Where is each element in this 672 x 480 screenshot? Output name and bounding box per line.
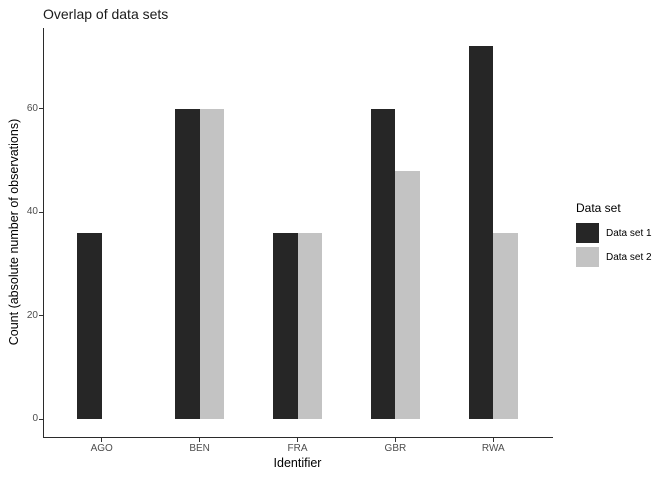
x-tick-mark [101, 438, 103, 442]
legend: Data set Data set 1 Data set 2 [576, 201, 652, 271]
legend-swatch [576, 247, 599, 267]
bar-rwa-series-2 [493, 232, 518, 419]
y-axis-title: Count (absolute number of observations) [7, 118, 21, 346]
chart-title: Overlap of data sets [43, 6, 169, 22]
bar-gbr-series-2 [395, 170, 420, 419]
x-tick-mark [199, 438, 201, 442]
x-axis-title: Identifier [273, 456, 322, 470]
x-tick-label: FRA [287, 443, 308, 454]
x-tick-label: GBR [384, 443, 407, 454]
legend-item-2: Data set 2 [576, 247, 652, 267]
legend-items: Data set 1 Data set 2 [576, 223, 652, 267]
y-tick-label: 0 [32, 413, 38, 424]
x-tick-label: AGO [90, 443, 113, 454]
legend-item-label: Data set 2 [606, 251, 652, 263]
y-tick-label: 60 [26, 102, 38, 114]
plot-panel [43, 28, 553, 438]
bar-ben-series-1 [175, 108, 200, 419]
y-tick-mark [39, 211, 43, 213]
y-tick-label: 20 [26, 309, 38, 321]
x-tick-label: RWA [481, 443, 505, 454]
y-tick-mark [39, 315, 43, 316]
bar-ago-series-1 [77, 232, 102, 419]
legend-swatch [576, 223, 599, 243]
bar-ben-series-2 [199, 108, 225, 419]
legend-title: Data set [576, 201, 621, 215]
y-tick-mark [39, 418, 43, 420]
legend-item-1: Data set 1 [576, 223, 652, 243]
bar-rwa-series-1 [468, 46, 494, 419]
y-tick-label: 40 [26, 206, 38, 217]
bar-fra-series-1 [273, 232, 298, 419]
x-tick-mark [394, 438, 396, 442]
legend-item-label: Data set 1 [606, 227, 652, 239]
x-tick-label: BEN [189, 443, 210, 454]
y-tick-mark [39, 108, 43, 109]
bar-fra-series-2 [297, 232, 322, 419]
x-tick-mark [297, 438, 298, 442]
bar-gbr-series-1 [370, 108, 396, 419]
x-tick-mark [492, 438, 494, 442]
